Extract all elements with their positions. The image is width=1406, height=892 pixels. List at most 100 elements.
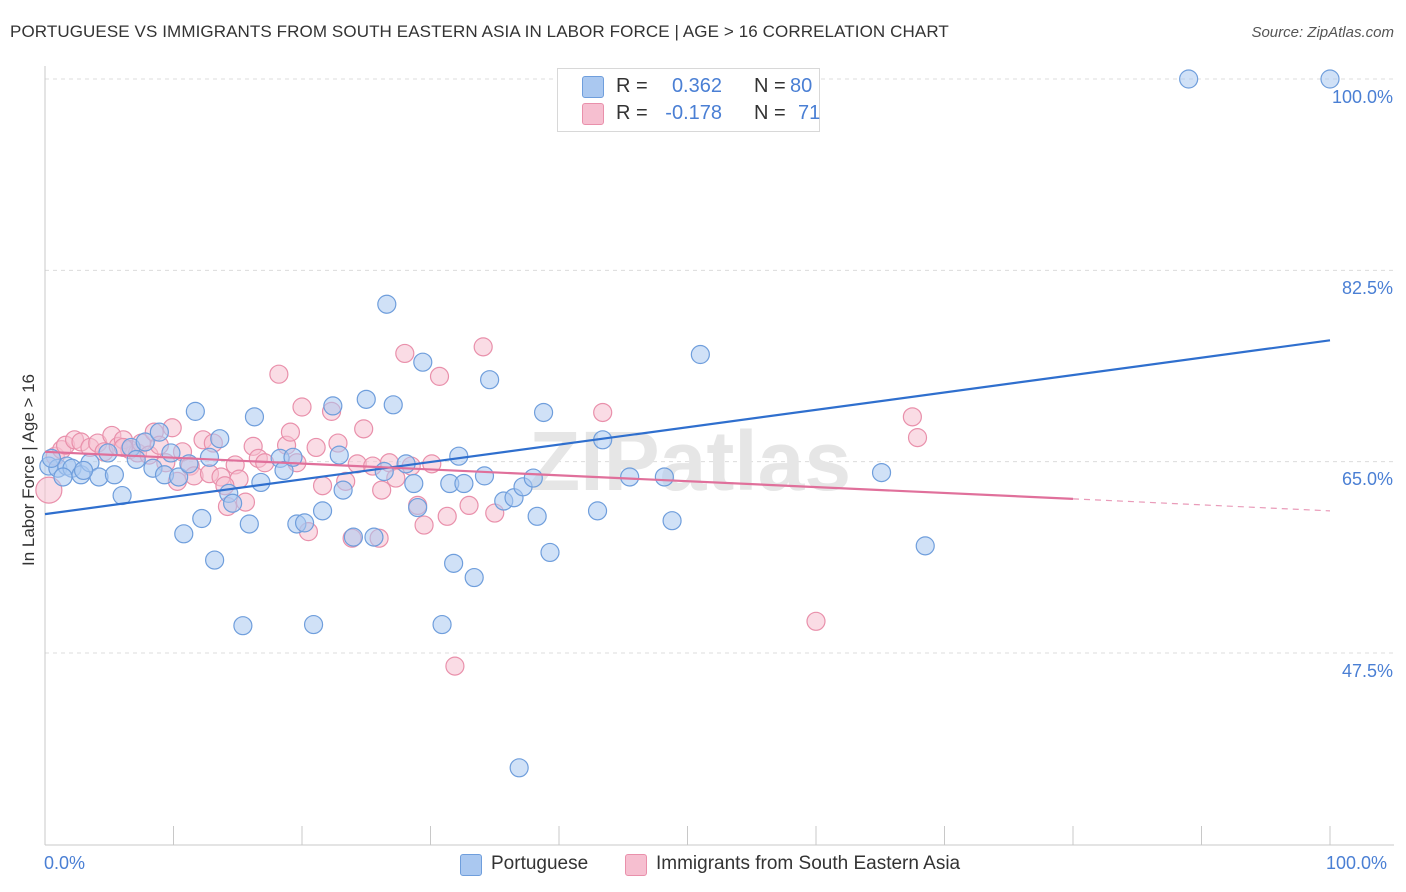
data-point: [192, 508, 212, 529]
data-point: [464, 567, 484, 588]
trendline-immigrants: [44, 450, 1074, 500]
data-point: [283, 447, 303, 467]
data-point: [533, 402, 554, 423]
data-point: [690, 344, 710, 365]
data-point: [523, 468, 543, 488]
data-point: [473, 337, 493, 357]
trendlines: [44, 339, 1331, 516]
data-point: [429, 366, 450, 386]
legend-swatch-blue: [582, 76, 604, 98]
legend-swatch-pink: [582, 103, 604, 125]
data-point: [199, 447, 220, 467]
data-point: [540, 542, 560, 563]
data-point: [662, 511, 682, 531]
data-point: [333, 480, 353, 500]
data-point: [104, 465, 124, 485]
chart-title: PORTUGUESE VS IMMIGRANTS FROM SOUTH EAST…: [10, 22, 949, 41]
data-point: [654, 467, 674, 487]
data-point: [408, 497, 428, 518]
data-point: [292, 397, 312, 417]
data-point: [205, 550, 225, 570]
data-point: [395, 343, 415, 364]
data-point: [902, 407, 922, 427]
data-point: [413, 352, 433, 372]
data-point: [907, 428, 928, 448]
data-point: [274, 460, 294, 481]
y-axis-title: In Labor Force | Age > 16: [19, 373, 38, 566]
data-point: [251, 472, 271, 493]
data-point: [343, 527, 363, 547]
data-point: [404, 473, 424, 494]
data-point: [149, 422, 169, 442]
data-point: [174, 524, 194, 544]
n-label: N =: [754, 75, 786, 97]
data-point: [354, 419, 374, 439]
data-point: [323, 396, 343, 416]
data-point: [527, 506, 547, 526]
correlation-legend: R = 0.362 N = 80 R = -0.178 N = 71: [557, 68, 820, 132]
data-point: [871, 463, 892, 483]
data-point: [73, 460, 94, 481]
data-point: [161, 443, 181, 463]
data-point: [41, 448, 62, 468]
data-point: [480, 370, 500, 390]
r-label: R =: [616, 75, 648, 97]
data-point: [135, 432, 155, 452]
data-point: [223, 493, 243, 513]
legend-label: Portuguese: [491, 853, 589, 874]
y-tick-label: 100.0%: [1331, 87, 1393, 107]
data-point: [312, 476, 333, 496]
data-point: [383, 395, 403, 415]
data-point: [1320, 69, 1340, 89]
series-portuguese-points: [39, 69, 1340, 778]
data-point: [53, 467, 73, 487]
data-point: [312, 501, 333, 521]
x-tick-label-max: 100.0%: [1326, 853, 1388, 873]
data-point: [449, 446, 469, 466]
data-point: [210, 429, 230, 449]
data-point: [454, 473, 474, 494]
gridlines: [45, 78, 1394, 654]
n-label: N =: [754, 102, 786, 124]
n-value: 71: [798, 102, 821, 124]
legend-swatch-pink: [625, 854, 647, 876]
data-point: [280, 422, 301, 442]
data-point: [169, 467, 189, 487]
data-point: [444, 553, 464, 573]
y-tick-label: 82.5%: [1341, 278, 1393, 298]
data-point: [509, 758, 529, 778]
r-label: R =: [616, 102, 648, 124]
trendline-immigrants-extension: [1072, 498, 1331, 512]
data-point: [303, 614, 324, 635]
data-point: [294, 513, 315, 533]
x-tick-label-min: 0.0%: [44, 853, 86, 873]
data-point: [432, 614, 452, 635]
data-point: [374, 461, 394, 482]
data-point: [587, 501, 608, 521]
data-point: [620, 467, 640, 487]
data-point: [244, 407, 265, 427]
data-point: [372, 480, 392, 500]
data-point: [233, 616, 253, 636]
data-point: [445, 656, 465, 676]
data-point: [98, 443, 118, 463]
data-point: [806, 611, 826, 631]
watermark: ZIPatlas: [529, 414, 851, 508]
data-point: [185, 401, 205, 421]
data-point: [364, 527, 384, 547]
data-point: [239, 514, 259, 534]
data-point: [329, 445, 349, 465]
r-value: -0.178: [665, 102, 722, 124]
data-point: [474, 466, 495, 486]
legend-swatch-blue: [460, 854, 482, 876]
r-value: 0.362: [671, 75, 722, 97]
data-point: [377, 294, 397, 314]
data-point: [306, 437, 326, 458]
data-point: [126, 449, 146, 470]
y-tick-label: 47.5%: [1341, 661, 1393, 681]
legend-label: Immigrants from South Eastern Asia: [656, 853, 961, 874]
data-point: [35, 476, 63, 504]
data-point: [269, 364, 289, 384]
data-point: [1179, 69, 1199, 89]
data-point: [593, 402, 613, 423]
